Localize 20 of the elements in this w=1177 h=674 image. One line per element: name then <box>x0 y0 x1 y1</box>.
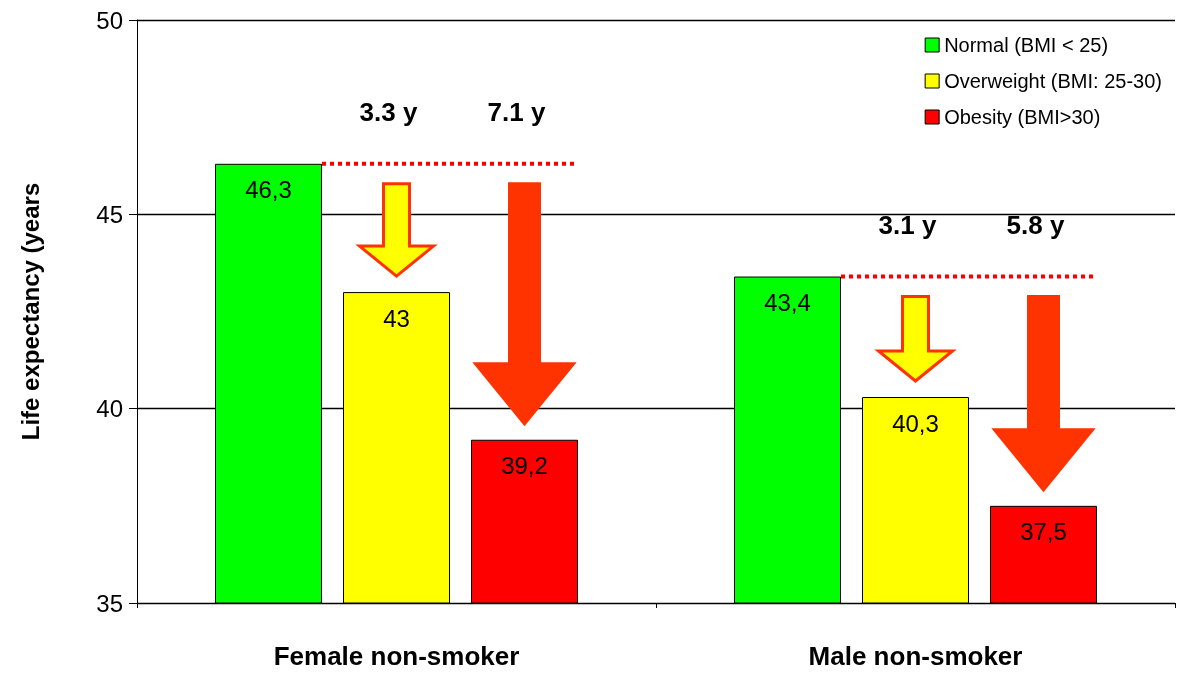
data-label: 46,3 <box>245 176 292 204</box>
annotation: 3.1 y <box>878 209 937 241</box>
legend-label: Obesity (BMI>30) <box>944 106 1101 128</box>
data-label: 37,5 <box>1020 518 1067 546</box>
data-label: 39,2 <box>501 452 548 480</box>
y-tick-label: 45 <box>96 200 123 228</box>
data-label: 43,4 <box>764 289 811 317</box>
legend-label: Normal (BMI < 25) <box>944 34 1109 56</box>
annotation: 7.1 y <box>487 96 546 128</box>
annotation: 5.8 y <box>1006 209 1065 241</box>
data-label: 43 <box>383 304 410 332</box>
y-tick-label: 50 <box>96 6 123 34</box>
x-tick-label: Female non-smoker <box>273 641 520 671</box>
y-tick-label: 40 <box>96 395 123 423</box>
annotation: 3.3 y <box>359 96 418 128</box>
y-axis-title: Life expectancy (years <box>16 182 44 441</box>
y-tick-label: 35 <box>96 589 123 617</box>
x-tick-label: Male non-smoker <box>808 641 1023 671</box>
data-label: 40,3 <box>892 409 939 437</box>
legend-label: Overweight (BMI: 25-30) <box>944 70 1163 92</box>
